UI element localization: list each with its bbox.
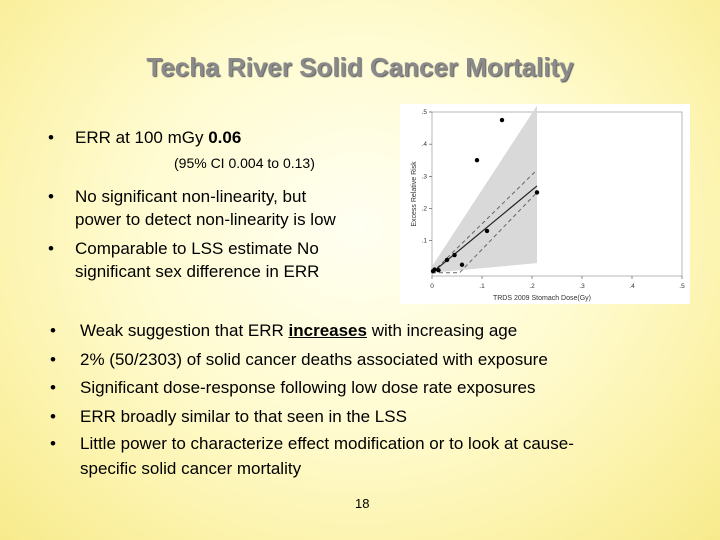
y-tick-label: .2 bbox=[422, 205, 428, 212]
bullet-dot: • bbox=[48, 187, 54, 206]
bullet-nonlinearity-line2: power to detect non-linearity is low bbox=[75, 210, 336, 229]
x-tick-label: 0 bbox=[430, 283, 434, 290]
bullet-power: • Little power to characterize effect mo… bbox=[50, 431, 680, 481]
dashed-lower-line bbox=[432, 192, 538, 274]
x-tick-label: .5 bbox=[679, 283, 685, 290]
x-tick-label: .4 bbox=[629, 283, 635, 290]
data-point-6 bbox=[459, 262, 465, 267]
bullet-power-line1: Little power to characterize effect modi… bbox=[80, 434, 574, 453]
bullet-deaths: • 2% (50/2303) of solid cancer deaths as… bbox=[50, 346, 680, 375]
bullet-power-line2: specific solid cancer mortality bbox=[80, 459, 302, 478]
data-point-9 bbox=[499, 117, 505, 123]
bullet-dot: • bbox=[50, 378, 56, 397]
slide-title: Techa River Solid Cancer Mortality bbox=[146, 52, 574, 82]
y-tick-label: .4 bbox=[422, 141, 428, 148]
data-point-4 bbox=[444, 257, 450, 263]
x-tick-label: .2 bbox=[529, 283, 535, 290]
bullet-nonlinearity: • No significant non-linearity, but powe… bbox=[48, 185, 336, 231]
err-value: 0.06 bbox=[208, 128, 242, 147]
confidence-band bbox=[432, 105, 537, 273]
bullet-comparable-line1: Comparable to LSS estimate No bbox=[75, 239, 319, 258]
confidence-interval: (95% CI 0.004 to 0.13) bbox=[174, 155, 315, 171]
bullet-nonlinearity-line1: No significant non-linearity, but bbox=[75, 187, 307, 206]
y-tick-label: .3 bbox=[422, 173, 428, 180]
y-tick-label: .1 bbox=[422, 238, 428, 245]
x-axis-label: TRDS 2009 Stomach Dose(Gy) bbox=[493, 295, 591, 302]
y-axis-label: Excess Relative Risk bbox=[411, 161, 418, 227]
data-point-8 bbox=[484, 228, 490, 234]
bullet-err: • ERR at 100 mGy 0.06 bbox=[48, 126, 242, 149]
page-number: 18 bbox=[355, 496, 370, 511]
chart-svg: 0 .1 .2 .3 .4 .5 .1 .2 .3 .4 .5 TRDS 2009 Stomach D… bbox=[411, 105, 685, 302]
x-tick-label: .1 bbox=[479, 283, 485, 290]
bullet-age-emph: increases bbox=[288, 321, 367, 340]
bullet-age-pre: Weak suggestion that ERR bbox=[80, 321, 289, 340]
data-point-5 bbox=[452, 252, 457, 258]
bullet-dose-response: • Significant dose-response following lo… bbox=[50, 374, 680, 403]
bullet-comparable-line2: significant sex difference in ERR bbox=[75, 262, 320, 281]
bullet-dot: • bbox=[50, 321, 56, 340]
bullet-age-post: with increasing age bbox=[366, 321, 518, 340]
bullet-dose-response-text: Significant dose-response following low … bbox=[80, 378, 536, 397]
data-point-2 bbox=[432, 267, 437, 272]
bullet-comparable: • Comparable to LSS estimate No signific… bbox=[48, 237, 320, 283]
bullet-lss-text: ERR broadly similar to that seen in the … bbox=[80, 406, 407, 426]
data-point-3 bbox=[436, 268, 441, 273]
x-tick-label: .3 bbox=[579, 283, 585, 290]
err-dose-chart: 0 .1 .2 .3 .4 .5 .1 .2 .3 .4 .5 TRDS 2009 Stomach D… bbox=[400, 104, 690, 304]
dashed-upper-line bbox=[431, 169, 538, 274]
data-point-10 bbox=[534, 190, 540, 195]
y-tick-label: .5 bbox=[422, 109, 428, 116]
bullet-age: • Weak suggestion that ERR increases wit… bbox=[50, 317, 680, 346]
bullet-dot: • bbox=[50, 349, 56, 369]
bullet-dot: • bbox=[50, 434, 56, 453]
data-point-7 bbox=[474, 158, 480, 163]
err-label: ERR at 100 mGy bbox=[75, 128, 209, 147]
fit-line bbox=[431, 185, 538, 274]
bullet-deaths-text: 2% (50/2303) of solid cancer deaths asso… bbox=[80, 349, 548, 369]
lower-bullet-list: • Weak suggestion that ERR increases wit… bbox=[50, 317, 680, 481]
bullet-dot: • bbox=[48, 239, 54, 258]
bullet-dot: • bbox=[48, 128, 54, 147]
bullet-lss: • ERR broadly similar to that seen in th… bbox=[50, 403, 680, 432]
bullet-dot: • bbox=[50, 406, 56, 426]
